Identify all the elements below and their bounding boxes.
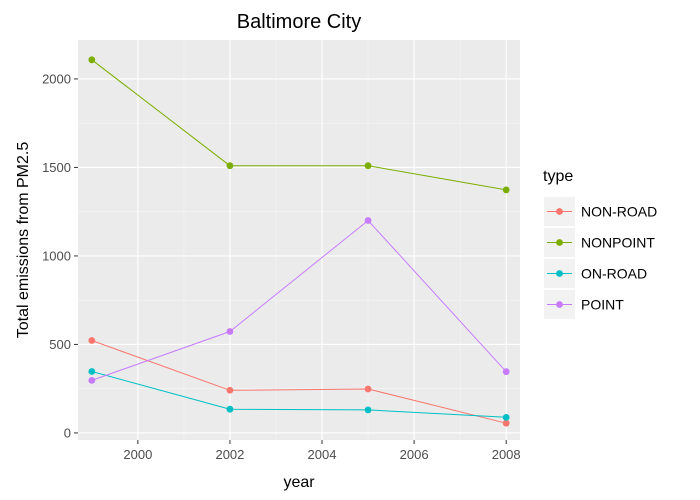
- data-point-non-road: [502, 419, 510, 427]
- x-tick-label: 2004: [308, 447, 337, 462]
- series-line-point: [91, 219, 507, 381]
- data-point-on-road: [226, 405, 234, 413]
- data-point-on-road: [88, 368, 96, 375]
- y-axis-title: Total emissions from PM2.5: [15, 142, 32, 339]
- x-tick-label: 2000: [123, 447, 152, 462]
- data-point-nonpoint: [502, 186, 510, 194]
- data-point-non-road: [364, 385, 372, 393]
- legend-label-point: POINT: [581, 297, 624, 313]
- data-point-nonpoint: [226, 162, 234, 170]
- x-tick-label: 2006: [400, 447, 429, 462]
- legend-key-point-non-road: [556, 208, 563, 215]
- data-point-nonpoint: [88, 56, 96, 64]
- data-point-on-road: [502, 413, 510, 421]
- data-point-non-road: [88, 337, 96, 344]
- y-tick-label: 0: [64, 425, 71, 440]
- y-tick-label: 2000: [42, 71, 71, 86]
- series-line-nonpoint: [91, 59, 507, 191]
- y-tick-label: 500: [49, 337, 71, 352]
- data-point-nonpoint: [364, 162, 372, 170]
- legend-key-point-point: [556, 301, 563, 308]
- y-tick-label: 1500: [42, 160, 71, 175]
- y-tick-label: 1000: [42, 248, 71, 263]
- x-axis-title: year: [283, 474, 315, 491]
- legend: type NON-ROAD NONPOINT ON-ROAD POINT: [543, 168, 657, 319]
- data-point-point: [88, 376, 96, 384]
- chart-title: Baltimore City: [237, 11, 361, 33]
- data-point-on-road: [364, 406, 372, 414]
- x-tick-label: 2008: [492, 447, 521, 462]
- data-point-point: [364, 217, 372, 224]
- x-tick-label: 2002: [215, 447, 244, 462]
- legend-label-nonpoint: NONPOINT: [581, 235, 655, 251]
- plot-panel: [78, 40, 520, 440]
- series-line-non-road: [91, 340, 507, 424]
- data-point-point: [502, 368, 510, 376]
- series-line-on-road: [91, 371, 507, 418]
- series-layer: [88, 56, 510, 427]
- legend-key-point-on-road: [556, 270, 563, 277]
- axes: 2000 2002 2004 2006 2008 0 500 1000 1500 2000: [42, 71, 521, 462]
- legend-label-non-road: NON-ROAD: [581, 204, 657, 220]
- legend-label-on-road: ON-ROAD: [581, 266, 647, 282]
- legend-title: type: [543, 168, 573, 185]
- data-point-point: [226, 328, 234, 335]
- grid: [78, 40, 520, 440]
- data-point-non-road: [226, 386, 234, 394]
- legend-key-point-nonpoint: [556, 239, 563, 246]
